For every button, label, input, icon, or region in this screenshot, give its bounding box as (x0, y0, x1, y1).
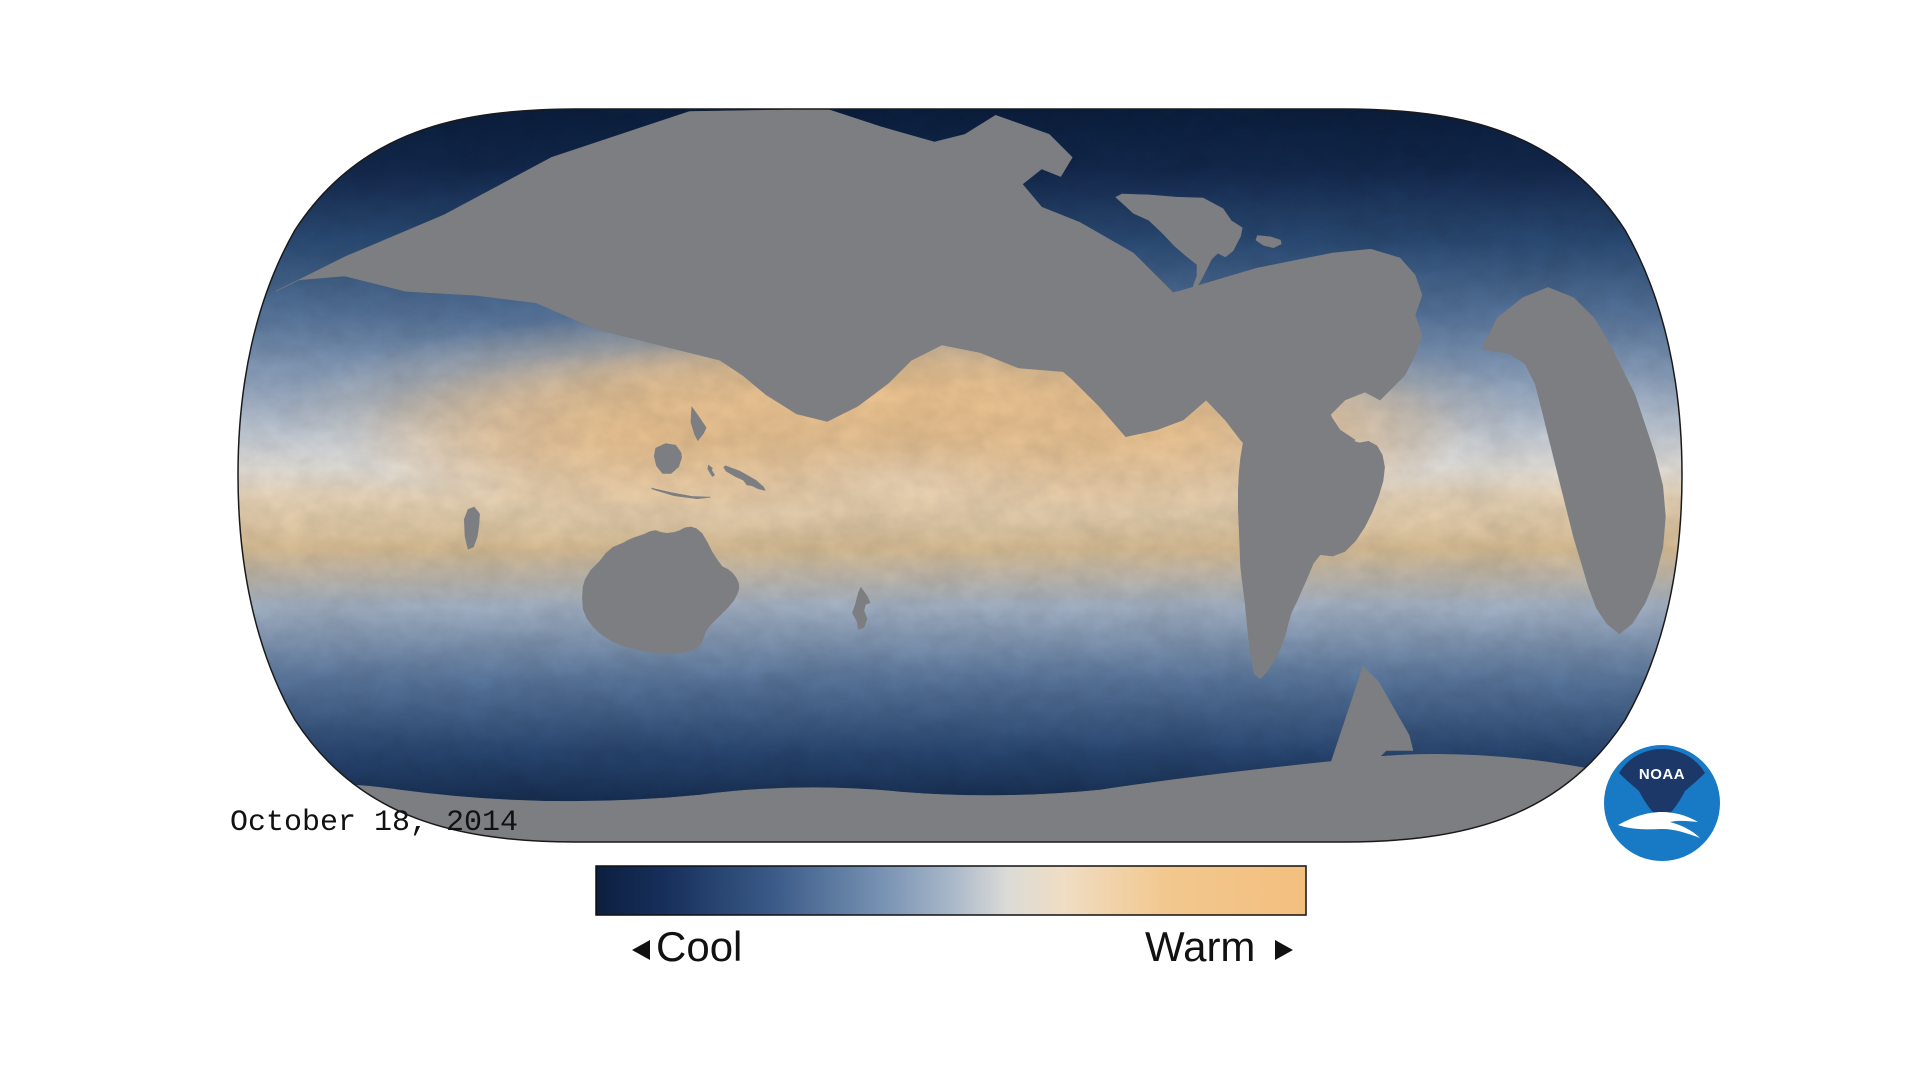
svg-text:Cool: Cool (656, 923, 742, 970)
svg-text:Warm: Warm (1145, 923, 1255, 970)
svg-text:NOAA: NOAA (1639, 766, 1685, 783)
svg-text:October 18, 2014: October 18, 2014 (230, 806, 518, 840)
